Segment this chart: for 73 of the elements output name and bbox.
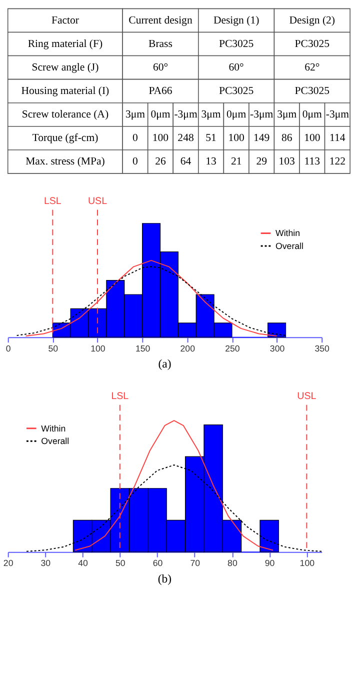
text: 0μm xyxy=(302,108,322,121)
text: -3μm xyxy=(250,108,274,121)
category-label: Current design xyxy=(128,14,193,26)
legend-label: Overall xyxy=(41,436,70,446)
category-label: Factor xyxy=(51,14,80,26)
x-tick-label: 80 xyxy=(228,558,238,568)
text: 86 xyxy=(281,132,292,144)
text: 103 xyxy=(278,156,295,168)
x-tick-label: 350 xyxy=(314,343,330,354)
legend-label: Within xyxy=(41,423,66,434)
ref-line-label: LSL xyxy=(44,196,62,207)
legend-label: Overall xyxy=(276,240,304,251)
x-tick-label: 70 xyxy=(190,558,200,568)
text: PA66 xyxy=(148,85,172,98)
x-tick-label: 100 xyxy=(90,343,106,354)
x-tick-label: 90 xyxy=(264,558,275,568)
x-tick-label: 50 xyxy=(115,558,126,568)
text: 100 xyxy=(304,132,320,144)
x-tick-label: 250 xyxy=(225,343,240,354)
x-tick-label: 100 xyxy=(300,558,315,568)
text: 248 xyxy=(178,132,194,144)
x-tick-label: 30 xyxy=(40,558,51,568)
x-tick-label: 150 xyxy=(135,343,150,354)
legend-label: Within xyxy=(276,228,300,238)
text: 64 xyxy=(180,156,192,168)
x-tick-label: 20 xyxy=(3,558,14,568)
text: 51 xyxy=(206,132,216,144)
x-tick-label: 40 xyxy=(78,558,88,568)
text: 29 xyxy=(256,156,267,168)
text: -3μm xyxy=(326,108,349,121)
category-label: Design (2) xyxy=(289,14,336,26)
text: 0μm xyxy=(150,108,170,121)
text: PC3025 xyxy=(294,38,330,50)
text: Ring material (F) xyxy=(28,38,103,50)
text: 114 xyxy=(330,132,346,144)
text: 113 xyxy=(304,156,320,168)
text: PC3025 xyxy=(218,38,254,50)
text: 3μm xyxy=(125,108,145,121)
x-tick-label: 50 xyxy=(48,343,58,354)
text: 149 xyxy=(254,132,270,144)
text: 62° xyxy=(304,61,320,74)
text: Brass xyxy=(148,38,172,50)
text: 13 xyxy=(206,156,216,168)
text: 3μm xyxy=(277,108,297,121)
text: 0 xyxy=(132,132,138,144)
x-tick-label: 0 xyxy=(6,343,11,354)
x-tick-label: 200 xyxy=(180,343,196,354)
text: PC3025 xyxy=(294,85,330,98)
text: 0μm xyxy=(226,108,246,121)
text: 100 xyxy=(228,132,244,144)
x-tick-label: 60 xyxy=(152,558,163,568)
x-tick-label: 300 xyxy=(270,343,285,354)
text: (b) xyxy=(158,572,172,586)
text: 26 xyxy=(155,156,166,168)
text: 21 xyxy=(230,156,242,168)
category-label: Design (1) xyxy=(213,14,260,26)
text: 100 xyxy=(152,132,169,144)
text: Max. stress (MPa) xyxy=(26,156,105,168)
text: 60° xyxy=(228,61,244,74)
text: PC3025 xyxy=(218,85,254,98)
text: Screw angle (J) xyxy=(32,61,99,74)
text: 122 xyxy=(329,156,346,168)
text: Housing material (I) xyxy=(21,85,110,98)
ref-line-label: LSL xyxy=(111,390,130,402)
text: 60° xyxy=(152,61,168,74)
ref-line-label: USL xyxy=(297,390,317,402)
text: (a) xyxy=(158,358,172,371)
ref-line-label: USL xyxy=(88,196,108,207)
text: Screw tolerance (A) xyxy=(22,108,109,121)
text: 0 xyxy=(132,156,138,168)
text: 3μm xyxy=(201,108,221,121)
text: Torque (gf-cm) xyxy=(32,132,98,144)
text: -3μm xyxy=(174,108,198,121)
